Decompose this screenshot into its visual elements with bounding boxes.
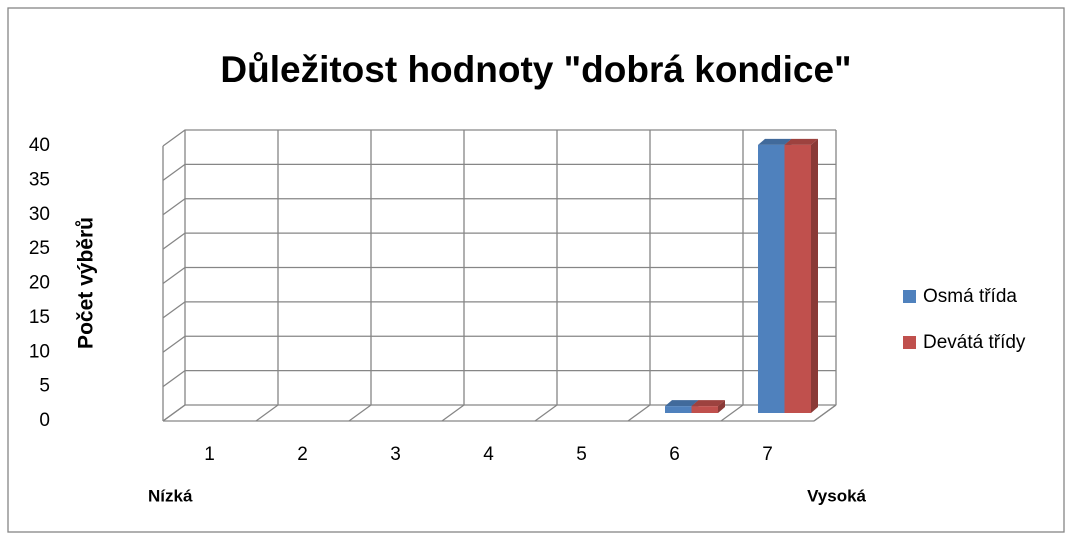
y-tick-label: 35 (29, 169, 50, 190)
floor-line (348, 404, 372, 422)
bar (691, 400, 725, 413)
floor-line (720, 404, 744, 422)
y-tick-label: 5 (39, 376, 50, 397)
floor-line (162, 404, 186, 422)
bar-top (784, 138, 818, 145)
y-tick-label: 25 (29, 238, 50, 259)
x-low-label: Nízká (148, 486, 193, 505)
bar-top (665, 400, 699, 407)
x-tick-label: 7 (762, 444, 773, 465)
bar-side (718, 400, 725, 413)
bar-top (691, 400, 725, 407)
bar-side (811, 138, 818, 413)
floor-line (255, 404, 279, 422)
y-tick-label: 40 (29, 135, 50, 156)
x-tick-label: 3 (390, 444, 401, 465)
legend-label: Devátá třídy (923, 332, 1026, 353)
bar-front (758, 144, 785, 413)
x-tick-label: 2 (297, 444, 308, 465)
y-tick-label: 0 (39, 410, 50, 431)
floor-line (813, 404, 837, 422)
legend-swatch (903, 336, 916, 349)
floor-line (441, 404, 465, 422)
bar-front (691, 406, 718, 413)
bar-top (758, 138, 792, 145)
bar (784, 138, 818, 413)
legend-swatch (903, 290, 916, 303)
y-tick-label: 20 (29, 273, 50, 294)
legend-label: Osmá třída (923, 286, 1017, 307)
chart-title: Důležitost hodnoty "dobrá kondice" (220, 49, 851, 90)
y-tick-label: 10 (29, 341, 50, 362)
bar-front (784, 144, 811, 413)
y-tick-label: 15 (29, 307, 50, 328)
bar-front (665, 406, 692, 413)
x-tick-label: 5 (576, 444, 587, 465)
floor-line (627, 404, 651, 422)
x-high-label: Vysoká (807, 486, 866, 505)
x-tick-label: 4 (483, 444, 494, 465)
x-tick-label: 1 (204, 444, 215, 465)
floor-line (534, 404, 558, 422)
y-tick-label: 30 (29, 204, 50, 225)
y-axis-title: Počet výběrů (75, 217, 98, 349)
chart-border (7, 7, 1065, 533)
x-tick-label: 6 (669, 444, 680, 465)
